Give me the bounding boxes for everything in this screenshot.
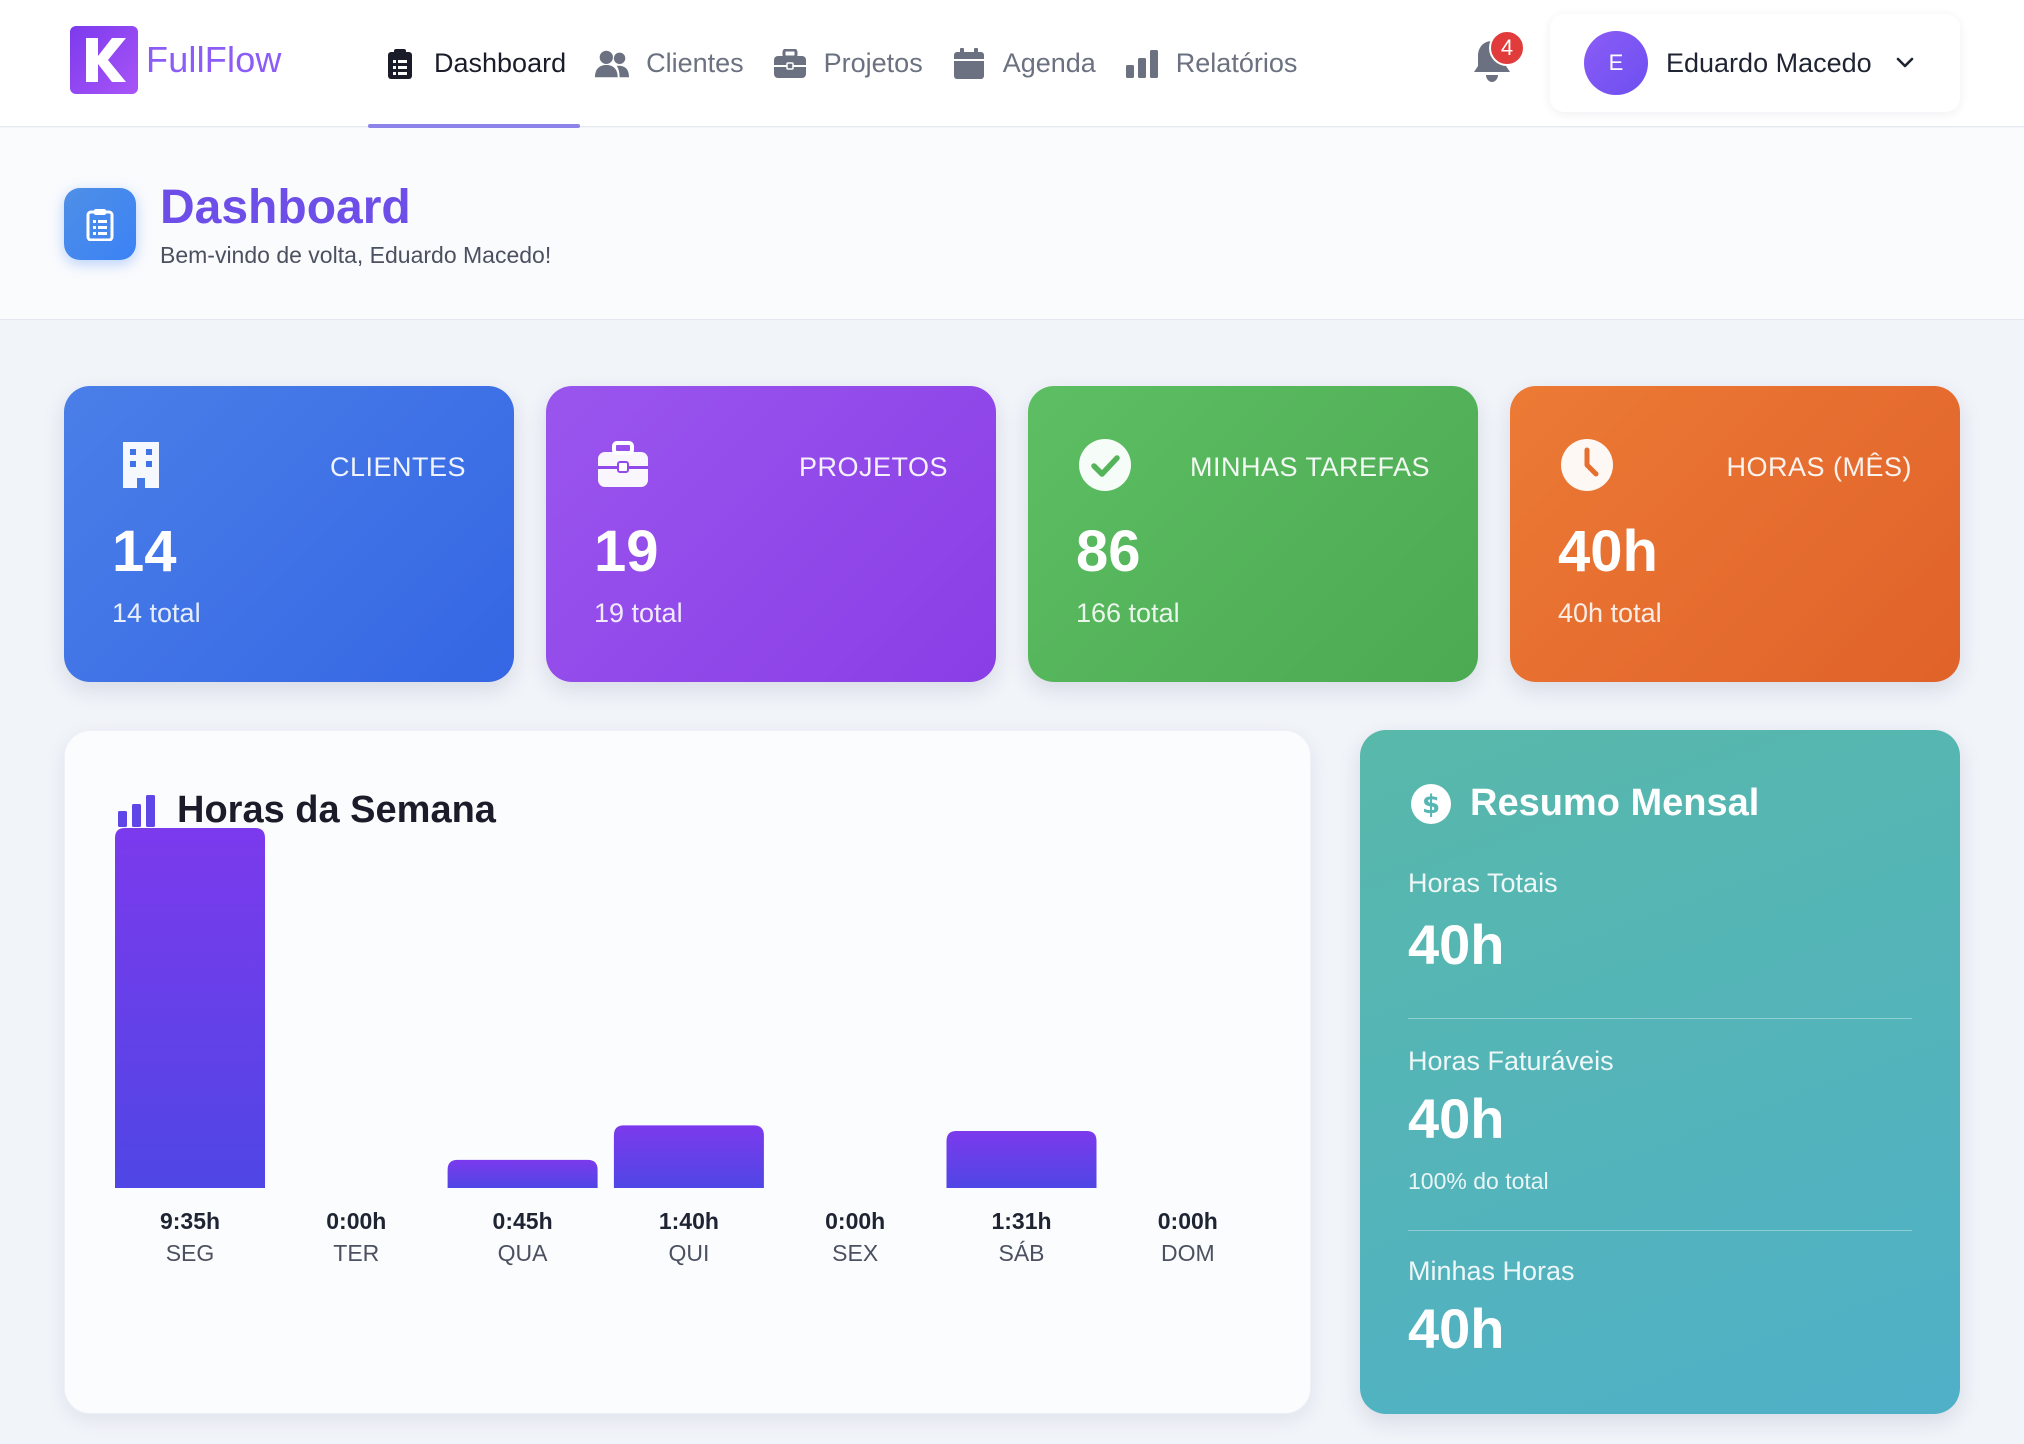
total-hours-label: Horas Totais: [1408, 868, 1558, 898]
bar-category-label: SÁB: [998, 1240, 1044, 1266]
stat-subtext: 14 total: [112, 598, 201, 628]
billable-hours-label: Horas Faturáveis: [1408, 1046, 1614, 1076]
building-icon: [114, 438, 168, 492]
nav-item-clientes[interactable]: Clientes: [580, 0, 758, 127]
stat-card-clientes[interactable]: CLIENTES 14 14 total: [64, 386, 514, 682]
nav-item-label: Agenda: [1002, 48, 1096, 78]
monthly-summary-card: $ Resumo Mensal Horas Totais 40h Horas F…: [1360, 730, 1960, 1414]
bar-value-label: 0:45h: [493, 1208, 553, 1234]
bar-value-label: 9:35h: [160, 1208, 220, 1234]
summary-header: $ Resumo Mensal: [1410, 782, 1759, 825]
nav-item-relatorios[interactable]: Relatórios: [1110, 0, 1312, 127]
page-title: Dashboard: [160, 181, 411, 234]
stat-label: CLIENTES: [329, 452, 466, 482]
stat-subtext: 166 total: [1076, 598, 1180, 628]
stat-subtext: 19 total: [594, 598, 683, 628]
nav-item-agenda[interactable]: Agenda: [937, 0, 1110, 127]
summary-title: Resumo Mensal: [1470, 782, 1760, 824]
nav-item-projetos[interactable]: Projetos: [758, 0, 937, 127]
bar-category-label: SEG: [166, 1240, 215, 1266]
calendar-icon: [951, 47, 987, 80]
stat-card-horas-mes[interactable]: HORAS (MÊS) 40h 40h total: [1510, 386, 1960, 682]
user-name: Eduardo Macedo: [1666, 47, 1872, 78]
briefcase-icon: [772, 48, 808, 80]
bar-chart-icon: [118, 794, 155, 827]
chart-header: Horas da Semana: [117, 789, 496, 832]
clock-icon: [1560, 438, 1614, 492]
app-logo[interactable]: FullFlow: [70, 26, 282, 94]
weekly-hours-card: 9:35h SEG 0:00h TER 0:45h QUA 1:40h QUI 0:00h SEX…: [64, 730, 1311, 1414]
total-hours-value: 40h: [1408, 913, 1505, 976]
chart-title: Horas da Semana: [177, 789, 496, 831]
bar-chart-icon: [1124, 48, 1160, 80]
nav-item-label: Projetos: [823, 48, 923, 78]
nav-item-label: Relatórios: [1175, 48, 1298, 78]
bar-seg[interactable]: [115, 828, 265, 1188]
stat-value: 14: [112, 519, 177, 584]
page-header: Dashboard Bem-vindo de volta, Eduardo Ma…: [0, 128, 2024, 320]
clipboard-icon: [64, 188, 136, 260]
clipboard-icon: [382, 48, 418, 80]
svg-text:$: $: [1422, 790, 1440, 820]
bar-value-label: 0:00h: [326, 1208, 386, 1234]
main-nav: Dashboard Clientes Projetos Agenda Relat…: [368, 0, 1312, 128]
dollar-icon: $: [1411, 783, 1451, 824]
stat-value: 40h: [1558, 519, 1658, 584]
page-subtitle: Bem-vindo de volta, Eduardo Macedo!: [160, 242, 552, 268]
bar-value-label: 0:00h: [1158, 1208, 1218, 1234]
chevron-down-icon: [1896, 57, 1913, 68]
nav-item-label: Dashboard: [434, 48, 567, 78]
stat-value: 19: [594, 519, 659, 584]
divider: [1408, 1230, 1912, 1231]
my-hours-value: 40h: [1408, 1297, 1505, 1360]
top-navbar: FullFlow Dashboard Clientes Projetos Age…: [0, 0, 2024, 128]
bar-category-label: DOM: [1161, 1240, 1215, 1266]
nav-item-dashboard[interactable]: Dashboard: [368, 0, 581, 128]
billable-hours-note: 100% do total: [1408, 1168, 1549, 1194]
stat-label: HORAS (MÊS): [1726, 452, 1912, 482]
stat-value: 86: [1076, 519, 1141, 584]
billable-hours-value: 40h: [1408, 1087, 1505, 1150]
bar-category-label: QUI: [668, 1240, 709, 1266]
stat-card-minhas-tarefas[interactable]: MINHAS TAREFAS 86 166 total: [1028, 386, 1478, 682]
nav-item-label: Clientes: [646, 48, 744, 78]
check-circle-icon: [1078, 438, 1132, 492]
bar-sáb[interactable]: [946, 1131, 1097, 1188]
bar-category-label: TER: [333, 1240, 379, 1266]
stat-label: PROJETOS: [798, 452, 948, 482]
logo-mark-icon: [70, 26, 138, 94]
bar-category-label: QUA: [498, 1240, 548, 1266]
bar-value-label: 1:31h: [991, 1208, 1051, 1234]
divider: [1408, 1018, 1912, 1019]
notification-count-badge: 4: [1489, 30, 1525, 66]
my-hours-label: Minhas Horas: [1408, 1256, 1575, 1286]
user-menu[interactable]: E Eduardo Macedo: [1550, 14, 1960, 112]
stat-subtext: 40h total: [1558, 598, 1662, 628]
bar-value-label: 0:00h: [825, 1208, 885, 1234]
bar-qua[interactable]: [447, 1159, 598, 1188]
stat-label: MINHAS TAREFAS: [1189, 452, 1430, 482]
app-name: FullFlow: [146, 39, 282, 80]
users-icon: [594, 48, 630, 80]
weekly-hours-chart: 9:35h SEG 0:00h TER 0:45h QUA 1:40h QUI 0:00h SEX…: [115, 828, 1218, 1266]
bar-value-label: 1:40h: [659, 1208, 719, 1234]
avatar: E: [1584, 31, 1648, 95]
bar-category-label: SEX: [832, 1240, 878, 1266]
bar-qui[interactable]: [613, 1125, 764, 1188]
briefcase-icon: [596, 438, 650, 492]
stat-card-projetos[interactable]: PROJETOS 19 19 total: [546, 386, 996, 682]
